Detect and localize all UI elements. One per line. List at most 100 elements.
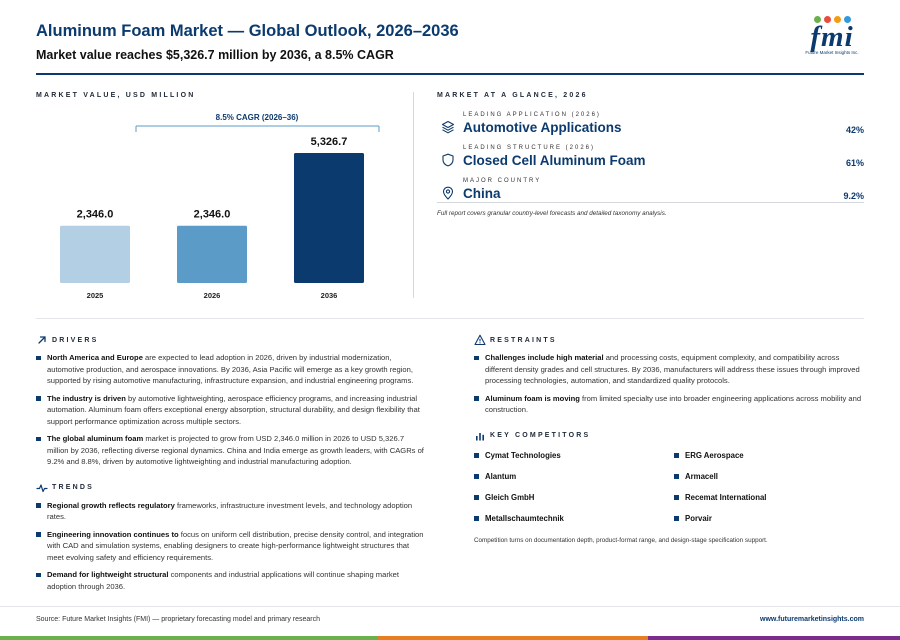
driver-item-lead: The global aluminum foam <box>47 434 144 443</box>
x-tick-label: 2026 <box>204 291 221 300</box>
logo-dot-red <box>823 16 831 23</box>
trend-item-text: frameworks, infrastructure investment le… <box>47 500 413 522</box>
glance-kicker: LEADING APPLICATION (2026) <box>463 112 601 118</box>
restraints-competitors-column: RESTRAINTS Challenges include high mater… <box>474 334 864 544</box>
section-divider <box>36 318 864 319</box>
driver-item-text: are expected to lead adoption in 2026, d… <box>47 353 414 385</box>
page-subtitle: Market value reaches $5,326.7 million by… <box>36 48 394 62</box>
restraint-item: Aluminum foam is moving from limited spe… <box>474 393 864 416</box>
bar-2025 <box>60 225 130 283</box>
competitors-label: KEY COMPETITORS <box>490 432 591 439</box>
trend-item: Demand for lightweight structural compon… <box>36 569 426 592</box>
bar-value-label: 2,346.0 <box>194 209 231 221</box>
driver-item: The global aluminum foam market is proje… <box>36 433 426 468</box>
glance-value: Automotive Applications <box>463 120 622 135</box>
bar-2036 <box>294 153 364 283</box>
restraints-label: RESTRAINTS <box>490 336 557 344</box>
glance-note: Full report covers granular country-leve… <box>437 210 667 217</box>
logo-dot-blue <box>843 16 851 23</box>
trends-heading: TRENDS <box>36 482 426 494</box>
cagr-bracket <box>135 125 380 132</box>
arrow-up-right-icon <box>38 336 46 344</box>
logo-wordmark: fmi <box>810 21 854 53</box>
glance-value: China <box>463 186 501 201</box>
driver-item: The industry is driven by automotive lig… <box>36 393 426 428</box>
trend-item-lead: Demand for lightweight structural <box>47 570 169 579</box>
trend-item: Regional growth reflects regulatory fram… <box>36 500 426 523</box>
competitor-item: Recemat International <box>674 492 864 504</box>
competitor-item: Alantum <box>474 471 674 483</box>
bar-2026 <box>177 225 247 283</box>
competitor-item: Cymat Technologies <box>474 450 674 462</box>
panel-divider <box>413 92 414 298</box>
report-header: Aluminum Foam Market — Global Outlook, 2… <box>36 16 864 76</box>
logo-dots <box>800 16 864 24</box>
glance-kicker: LEADING STRUCTURE (2026) <box>463 145 596 151</box>
color-bar-segment <box>648 636 900 640</box>
competitors-heading: KEY COMPETITORS <box>474 430 864 442</box>
glance-stat: 42% <box>845 125 864 135</box>
warning-triangle-icon <box>474 334 486 346</box>
shield-icon <box>442 153 454 167</box>
location-pin-icon <box>442 186 454 200</box>
glance-label: MARKET AT A GLANCE, 2026 <box>437 92 588 99</box>
bar-value-label: 5,326.7 <box>311 136 348 148</box>
drivers-heading: DRIVERS <box>36 334 426 346</box>
trend-item-text: components and industrial applications w… <box>47 570 399 591</box>
bar-value-label: 2,346.0 <box>77 209 114 221</box>
restraint-item-lead: Aluminum foam is moving <box>485 393 580 403</box>
market-value-chart: 8.5% CAGR (2026–36) 2,346.0 2025 2,346.0 20… <box>60 113 380 300</box>
glance-leading-structure: LEADING STRUCTURE (2026) Closed Cell Alu… <box>437 145 864 177</box>
glance-major-country: MAJOR COUNTRY China 9.2% <box>437 178 864 210</box>
drivers-trends-column: DRIVERS North America and Europe are exp… <box>36 334 426 592</box>
layers-icon <box>441 120 455 134</box>
competitor-item: Porvair <box>674 513 864 525</box>
footer-divider <box>0 606 900 607</box>
trend-item-lead: Regional growth reflects regulatory <box>47 500 175 510</box>
driver-item: North America and Europe are expected to… <box>36 352 426 387</box>
bar-chart-icon <box>476 432 484 440</box>
market-at-a-glance-panel: MARKET AT A GLANCE, 2026 LEADING APPLICA… <box>437 92 864 307</box>
restraint-item: Challenges include high material and pro… <box>474 352 864 387</box>
driver-item-lead: North America and Europe <box>47 353 143 362</box>
driver-item-text: market is projected to grow from USD 2,3… <box>47 434 424 466</box>
footer: Source: Future Market Insights (FMI) — p… <box>36 616 864 628</box>
footer-color-bar <box>0 636 900 640</box>
market-value-panel: MARKET VALUE, USD MILLION 8.5% CAGR (202… <box>36 92 406 307</box>
glance-stat: 9.2% <box>843 191 864 201</box>
glance-value: Closed Cell Aluminum Foam <box>463 153 646 168</box>
logo-tagline: Future Market Insights Inc. <box>805 50 859 55</box>
market-value-label: MARKET VALUE, USD MILLION <box>36 92 196 99</box>
competitor-item: ERG Aerospace <box>674 450 864 462</box>
pulse-icon <box>36 483 48 492</box>
color-bar-segment <box>378 636 648 640</box>
x-tick-label: 2036 <box>321 291 338 300</box>
website-link[interactable]: www.futuremarketinsights.com <box>760 616 864 623</box>
driver-item-lead: The industry is driven <box>47 393 126 403</box>
fmi-logo[interactable]: fmi Future Market Insights Inc. <box>800 16 864 55</box>
x-tick-label: 2025 <box>87 291 104 300</box>
trend-item-text: focus on uniform cell distribution, prec… <box>47 529 424 562</box>
competitor-item: Metallschaumtechnik <box>474 513 674 525</box>
restraints-heading: RESTRAINTS <box>474 334 864 346</box>
competitors-list: Cymat Technologies ERG Aerospace Alantum… <box>474 450 864 525</box>
cagr-annotation: 8.5% CAGR (2026–36) <box>216 113 299 122</box>
driver-item-text: by automotive lightweighting, aerospace … <box>47 393 420 426</box>
restraint-item-text: and processing costs, equipment complexi… <box>485 353 860 385</box>
glance-divider <box>437 202 864 203</box>
page-title: Aluminum Foam Market — Global Outlook, 2… <box>36 22 459 40</box>
logo-dot-orange <box>833 16 841 23</box>
logo-dot-green <box>813 16 821 23</box>
trend-item: Engineering innovation continues to focu… <box>36 529 426 564</box>
source-note: Source: Future Market Insights (FMI) — p… <box>36 616 320 623</box>
glance-stat: 61% <box>845 158 864 168</box>
restraint-item-text: from limited specialty use into broader … <box>485 393 862 415</box>
header-divider <box>36 73 864 75</box>
drivers-label: DRIVERS <box>52 336 99 344</box>
glance-leading-application: LEADING APPLICATION (2026) Automotive Ap… <box>437 112 864 144</box>
trend-item-lead: Engineering innovation continues to <box>47 529 179 539</box>
color-bar-segment <box>0 636 378 640</box>
glance-kicker: MAJOR COUNTRY <box>463 178 542 184</box>
competitor-item: Armacell <box>674 471 864 483</box>
competitor-item: Gleich GmbH <box>474 492 674 504</box>
